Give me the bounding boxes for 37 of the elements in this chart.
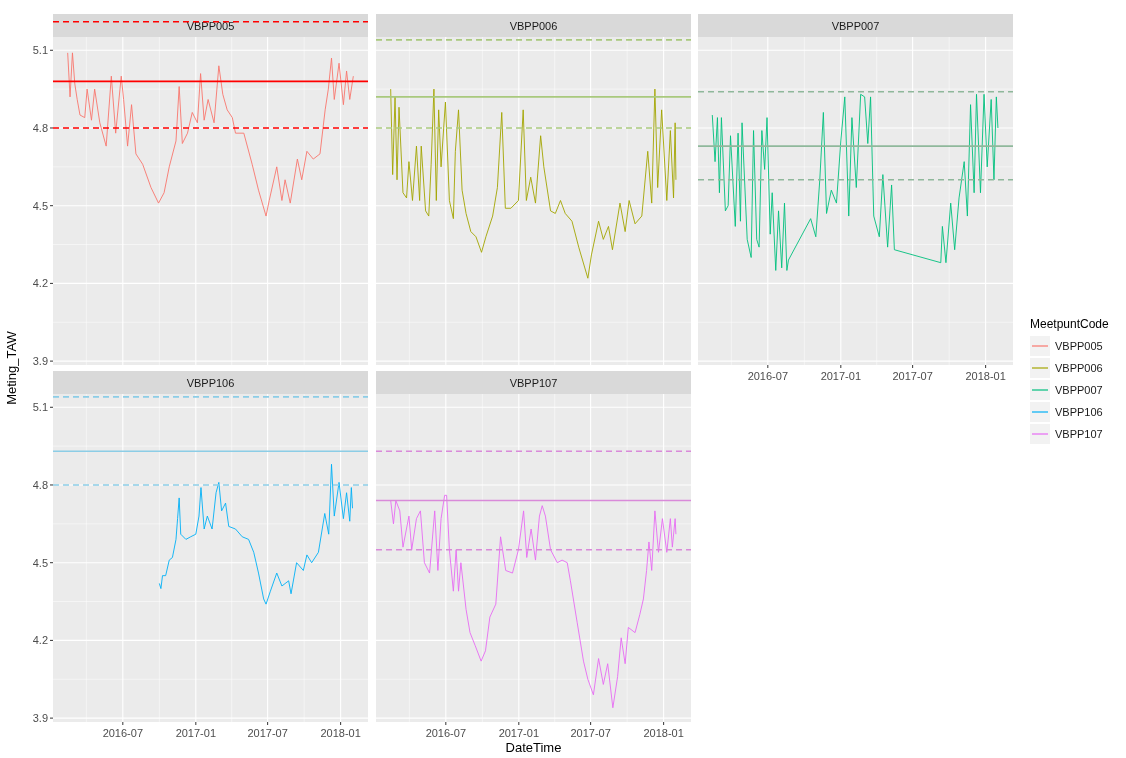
x-tick-label: 2017-07 [570, 727, 611, 739]
text: VBPP005 [186, 19, 235, 32]
text: VBPP007 [831, 19, 880, 32]
y-tick-label: 4.5 [32, 199, 48, 212]
x-tick-label: 2016-07 [747, 370, 789, 382]
legend-label: VBPP006 [1055, 362, 1103, 374]
y-tick-label: 3.9 [32, 355, 48, 368]
x-tick-label: 2018-01 [320, 727, 361, 739]
legend-label: VBPP005 [1055, 340, 1103, 352]
x-tick-label: 2018-01 [965, 370, 1006, 382]
y-axis-title: Meting_TAW [4, 330, 19, 405]
text: VBPP106 [186, 376, 235, 389]
y-tick-label: 4.2 [32, 634, 48, 647]
x-tick-label: 2017-01 [175, 727, 217, 739]
y-tick-label: 3.9 [32, 712, 48, 725]
y-tick-label: 5.1 [32, 401, 48, 414]
line-series [158, 463, 353, 605]
x-tick-label: 2017-07 [247, 727, 288, 739]
legend-label: VBPP107 [1055, 428, 1103, 440]
legend-label: VBPP007 [1055, 384, 1103, 396]
x-tick-label: 2017-01 [498, 727, 540, 739]
x-tick-label: 2017-07 [892, 370, 933, 382]
legend-title: MeetpuntCode [1030, 317, 1110, 331]
x-tick-label: 2016-07 [425, 727, 467, 739]
y-tick-label: 5.1 [32, 44, 48, 57]
x-tick-label: 2016-07 [102, 727, 144, 739]
text: VBPP107 [509, 376, 558, 389]
y-tick-label: 4.8 [32, 478, 48, 491]
text: VBPP006 [509, 19, 558, 32]
y-tick-label: 4.5 [32, 556, 48, 569]
y-tick-label: 4.2 [32, 277, 48, 290]
x-axis-title: DateTime [505, 740, 562, 755]
legend-label: VBPP106 [1055, 406, 1103, 418]
x-tick-label: 2017-01 [820, 370, 862, 382]
y-tick-label: 4.8 [32, 121, 48, 134]
x-tick-label: 2018-01 [643, 727, 684, 739]
line-series [67, 52, 354, 217]
